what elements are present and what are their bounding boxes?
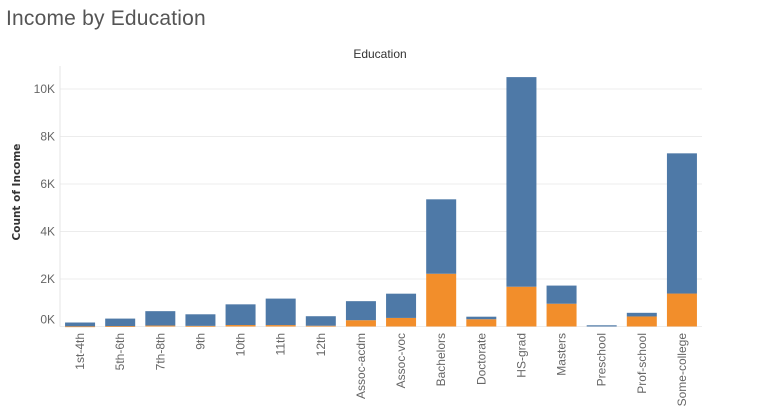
bar-segment[interactable] (185, 314, 216, 326)
y-tick-label: 6K (40, 177, 55, 191)
bar-segment[interactable] (345, 320, 376, 327)
x-tick-label: 1st-4th (73, 333, 87, 370)
bar-segment[interactable] (265, 325, 296, 327)
bar-segment[interactable] (225, 325, 256, 327)
bar-segment[interactable] (506, 286, 537, 327)
bar-segment[interactable] (65, 326, 96, 328)
x-tick-label: 12th (314, 333, 328, 356)
x-tick-label: 7th-8th (153, 333, 167, 370)
column-header: Education (353, 47, 406, 61)
y-axis-title: Count of Income (11, 144, 23, 241)
bar-segment[interactable] (626, 316, 657, 327)
bar-segment[interactable] (386, 317, 417, 327)
bar-segment[interactable] (185, 325, 216, 327)
bars (65, 77, 697, 328)
bar-segment[interactable] (586, 325, 617, 327)
bar-segment[interactable] (265, 298, 296, 326)
bar-segment[interactable] (305, 325, 336, 327)
bar-segment[interactable] (105, 318, 136, 327)
x-axis-ticks: 1st-4th 5th-6th 7th-8th 9th 10th 11th 12th Asso… (73, 333, 689, 407)
x-tick-label: 10th (234, 333, 248, 356)
bar-segment[interactable] (386, 293, 417, 318)
x-tick-label: HS-grad (514, 333, 528, 378)
x-tick-label: Prof-school (635, 333, 649, 394)
x-tick-label: 11th (274, 333, 288, 355)
bar-segment[interactable] (666, 153, 697, 294)
x-tick-label: Doctorate (474, 333, 488, 385)
y-tick-label: 10K (34, 82, 55, 96)
bar-segment[interactable] (305, 316, 336, 326)
bar-segment[interactable] (65, 322, 96, 327)
y-tick-label: 4K (40, 225, 55, 239)
bar-segment[interactable] (426, 199, 457, 274)
x-tick-label: Assoc-acdm (354, 333, 368, 399)
bar-segment[interactable] (626, 312, 657, 317)
bar-segment[interactable] (345, 301, 376, 321)
y-tick-label: 0K (40, 313, 55, 327)
bar-segment[interactable] (145, 325, 176, 327)
x-tick-label: 5th-6th (113, 333, 127, 370)
bar-segment[interactable] (466, 316, 497, 320)
x-tick-label: Assoc-voc (394, 333, 408, 388)
bar-segment[interactable] (105, 326, 136, 327)
bar-segment[interactable] (506, 77, 537, 287)
y-axis-ticks: 0K 2K 4K 6K 8K 10K (34, 82, 55, 327)
bar-segment[interactable] (666, 293, 697, 327)
bar-segment[interactable] (426, 273, 457, 327)
x-tick-label: Some-college (675, 333, 689, 407)
bar-segment[interactable] (466, 319, 497, 327)
bar-segment[interactable] (225, 304, 256, 326)
y-tick-label: 8K (40, 130, 55, 144)
gridlines (59, 66, 702, 327)
x-tick-label: Preschool (595, 333, 609, 386)
x-tick-label: Masters (555, 333, 569, 376)
x-tick-label: 9th (193, 333, 207, 350)
bar-segment[interactable] (546, 285, 577, 304)
y-tick-label: 2K (40, 272, 55, 286)
bar-segment[interactable] (546, 303, 577, 327)
x-tick-label: Bachelors (434, 333, 448, 386)
bar-segment[interactable] (145, 311, 176, 326)
page-title: Income by Education (6, 7, 206, 30)
